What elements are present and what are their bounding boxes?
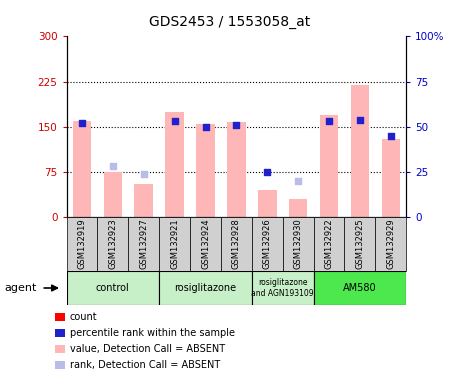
Bar	[252, 217, 283, 271]
Text: GSM132922: GSM132922	[325, 218, 334, 269]
Bar	[97, 217, 129, 271]
Text: GSM132927: GSM132927	[139, 218, 148, 269]
Text: GDS2453 / 1553058_at: GDS2453 / 1553058_at	[149, 15, 310, 29]
Bar	[159, 217, 190, 271]
Point	[387, 133, 394, 139]
Bar	[73, 121, 91, 217]
Bar	[165, 112, 184, 217]
Text: GSM132921: GSM132921	[170, 218, 179, 269]
Text: GSM132928: GSM132928	[232, 218, 241, 269]
Bar	[313, 271, 406, 305]
Point	[233, 122, 240, 128]
Bar	[67, 217, 97, 271]
Text: agent: agent	[5, 283, 37, 293]
Bar	[375, 217, 406, 271]
Point	[171, 118, 178, 124]
Bar	[67, 271, 159, 305]
Bar	[381, 139, 400, 217]
Bar	[320, 115, 338, 217]
Point	[263, 169, 271, 175]
Bar	[252, 271, 313, 305]
Text: GSM132926: GSM132926	[263, 218, 272, 269]
Bar	[221, 217, 252, 271]
Bar	[159, 271, 252, 305]
Bar	[104, 172, 122, 217]
Bar	[351, 84, 369, 217]
Point	[356, 116, 364, 122]
Point	[140, 170, 147, 177]
Text: GSM132924: GSM132924	[201, 218, 210, 269]
Text: percentile rank within the sample: percentile rank within the sample	[70, 328, 235, 338]
Text: AM580: AM580	[343, 283, 377, 293]
Text: control: control	[96, 283, 130, 293]
Text: rank, Detection Call = ABSENT: rank, Detection Call = ABSENT	[70, 360, 220, 370]
Bar	[196, 124, 215, 217]
Text: GSM132930: GSM132930	[294, 218, 302, 269]
Point	[109, 163, 117, 169]
Bar	[258, 190, 276, 217]
Text: rosiglitazone
and AGN193109: rosiglitazone and AGN193109	[252, 278, 314, 298]
Text: rosiglitazone: rosiglitazone	[174, 283, 236, 293]
Bar	[283, 217, 313, 271]
Point	[202, 124, 209, 130]
Bar	[227, 122, 246, 217]
Text: value, Detection Call = ABSENT: value, Detection Call = ABSENT	[70, 344, 225, 354]
Text: GSM132923: GSM132923	[108, 218, 118, 269]
Bar	[129, 217, 159, 271]
Text: GSM132925: GSM132925	[355, 218, 364, 269]
Bar	[289, 199, 308, 217]
Point	[325, 118, 333, 124]
Point	[78, 120, 86, 126]
Point	[295, 178, 302, 184]
Text: count: count	[70, 312, 97, 322]
Bar	[190, 217, 221, 271]
Bar	[134, 184, 153, 217]
Bar	[313, 217, 344, 271]
Bar	[344, 217, 375, 271]
Text: GSM132929: GSM132929	[386, 218, 395, 269]
Text: GSM132919: GSM132919	[78, 218, 86, 269]
